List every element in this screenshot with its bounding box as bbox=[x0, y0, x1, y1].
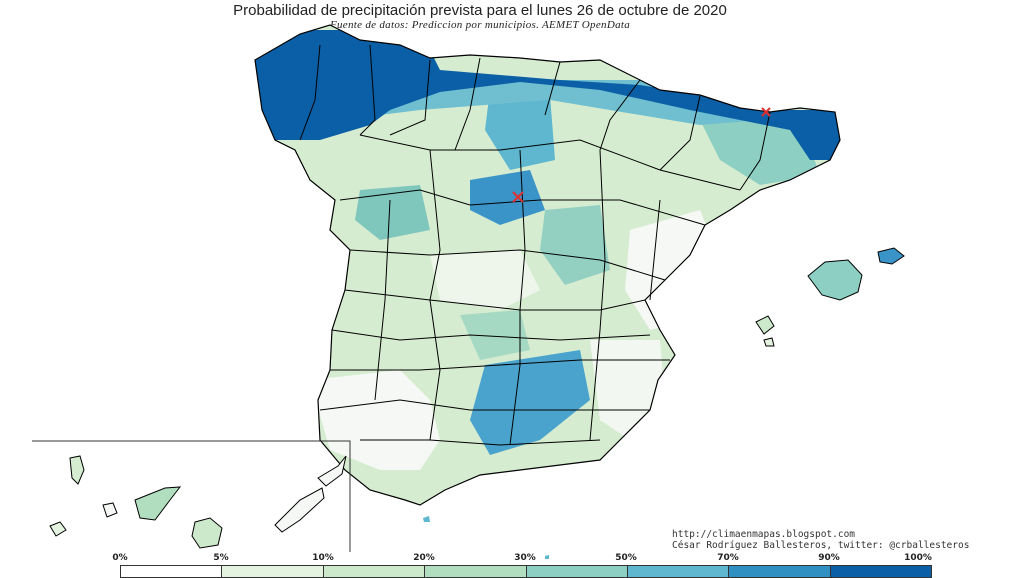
legend-swatch-6 bbox=[729, 566, 831, 577]
legend-tick-5: 50% bbox=[615, 553, 637, 563]
maximum-markers bbox=[512, 107, 771, 203]
inset-frame bbox=[32, 440, 351, 552]
medium-prob-center bbox=[460, 310, 530, 360]
lanzarote bbox=[317, 455, 347, 487]
medium-prob-center-east bbox=[540, 205, 610, 285]
high-prob-andalusia bbox=[470, 350, 590, 455]
legend-tick-8: 100% bbox=[904, 553, 932, 563]
low-prob-center bbox=[430, 250, 540, 310]
legend-swatch-7 bbox=[830, 566, 931, 577]
low-prob-southwest bbox=[310, 370, 440, 470]
legend-tick-0: 0% bbox=[112, 553, 128, 563]
credits: http://climaenmapas.blogspot.com César R… bbox=[672, 529, 969, 551]
el-hierro bbox=[49, 521, 67, 537]
formentera bbox=[763, 337, 775, 347]
map-title: Probabilidad de precipitación prevista p… bbox=[233, 2, 727, 19]
credits-author: César Rodríguez Ballesteros, twitter: @c… bbox=[672, 540, 970, 551]
province-borders bbox=[254, 24, 841, 506]
mallorca bbox=[807, 259, 863, 301]
credits-url: http://climaenmapas.blogspot.com bbox=[672, 529, 856, 540]
balearic-islands bbox=[755, 247, 905, 347]
legend-tick-6: 70% bbox=[717, 553, 739, 563]
fuerteventura bbox=[274, 487, 325, 533]
la-gomera bbox=[102, 502, 118, 518]
legend-swatch-0 bbox=[121, 566, 223, 577]
melilla bbox=[545, 555, 549, 559]
ceuta bbox=[423, 516, 430, 522]
very-high-prob-north bbox=[255, 30, 840, 160]
legend-tick-4: 30% bbox=[514, 553, 536, 563]
legend-bar bbox=[120, 565, 932, 578]
legend-tick-7: 90% bbox=[818, 553, 840, 563]
la-palma bbox=[69, 455, 85, 485]
menorca bbox=[877, 247, 905, 265]
legend-tick-3: 20% bbox=[413, 553, 435, 563]
mainland-spain bbox=[254, 24, 841, 506]
tenerife bbox=[134, 486, 182, 521]
canary-islands-inset bbox=[32, 440, 351, 552]
gran-canaria bbox=[191, 517, 223, 549]
medium-prob-northeast bbox=[700, 120, 820, 185]
legend-swatch-4 bbox=[526, 566, 628, 577]
map-subtitle: Fuente de datos: Prediccion por municipi… bbox=[329, 19, 631, 31]
medium-prob-west bbox=[355, 185, 430, 240]
high-prob-madrid bbox=[470, 170, 545, 225]
legend-tick-1: 5% bbox=[213, 553, 229, 563]
legend-swatch-3 bbox=[425, 566, 527, 577]
low-prob-east bbox=[625, 210, 720, 330]
legend-swatch-1 bbox=[222, 566, 324, 577]
legend-swatch-2 bbox=[323, 566, 426, 577]
legend-tick-2: 10% bbox=[312, 553, 334, 563]
ibiza bbox=[755, 315, 775, 335]
legend-swatch-5 bbox=[627, 566, 730, 577]
color-legend: 0% 5% 10% 20% 30% 50% 70% 90% 100% bbox=[112, 553, 932, 578]
